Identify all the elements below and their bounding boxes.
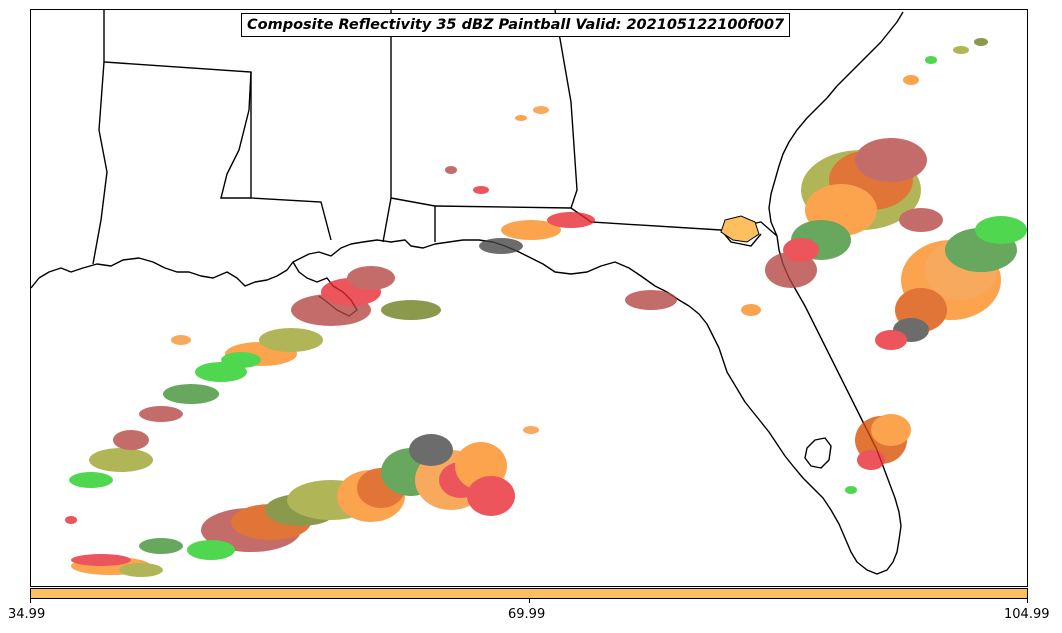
map-canvas: [31, 10, 1027, 577]
map-title: Composite Reflectivity 35 dBZ Paintball …: [241, 13, 791, 37]
reflectivity-paintballs: [65, 38, 1027, 577]
colorbar-tick-left: [30, 599, 31, 603]
colorbar-tick-right: [1027, 599, 1028, 603]
colorbar-tick-label-right: 104.99: [1004, 607, 1050, 622]
colorbar-tick-label-middle: 69.99: [508, 607, 546, 622]
colorbar-tick-middle: [529, 599, 530, 603]
highlight-region: [720, 215, 760, 243]
colorbar: [30, 588, 1028, 599]
colorbar-tick-label-left: 34.99: [8, 607, 46, 622]
state-borders: [92, 10, 778, 265]
map-panel[interactable]: [30, 9, 1028, 587]
